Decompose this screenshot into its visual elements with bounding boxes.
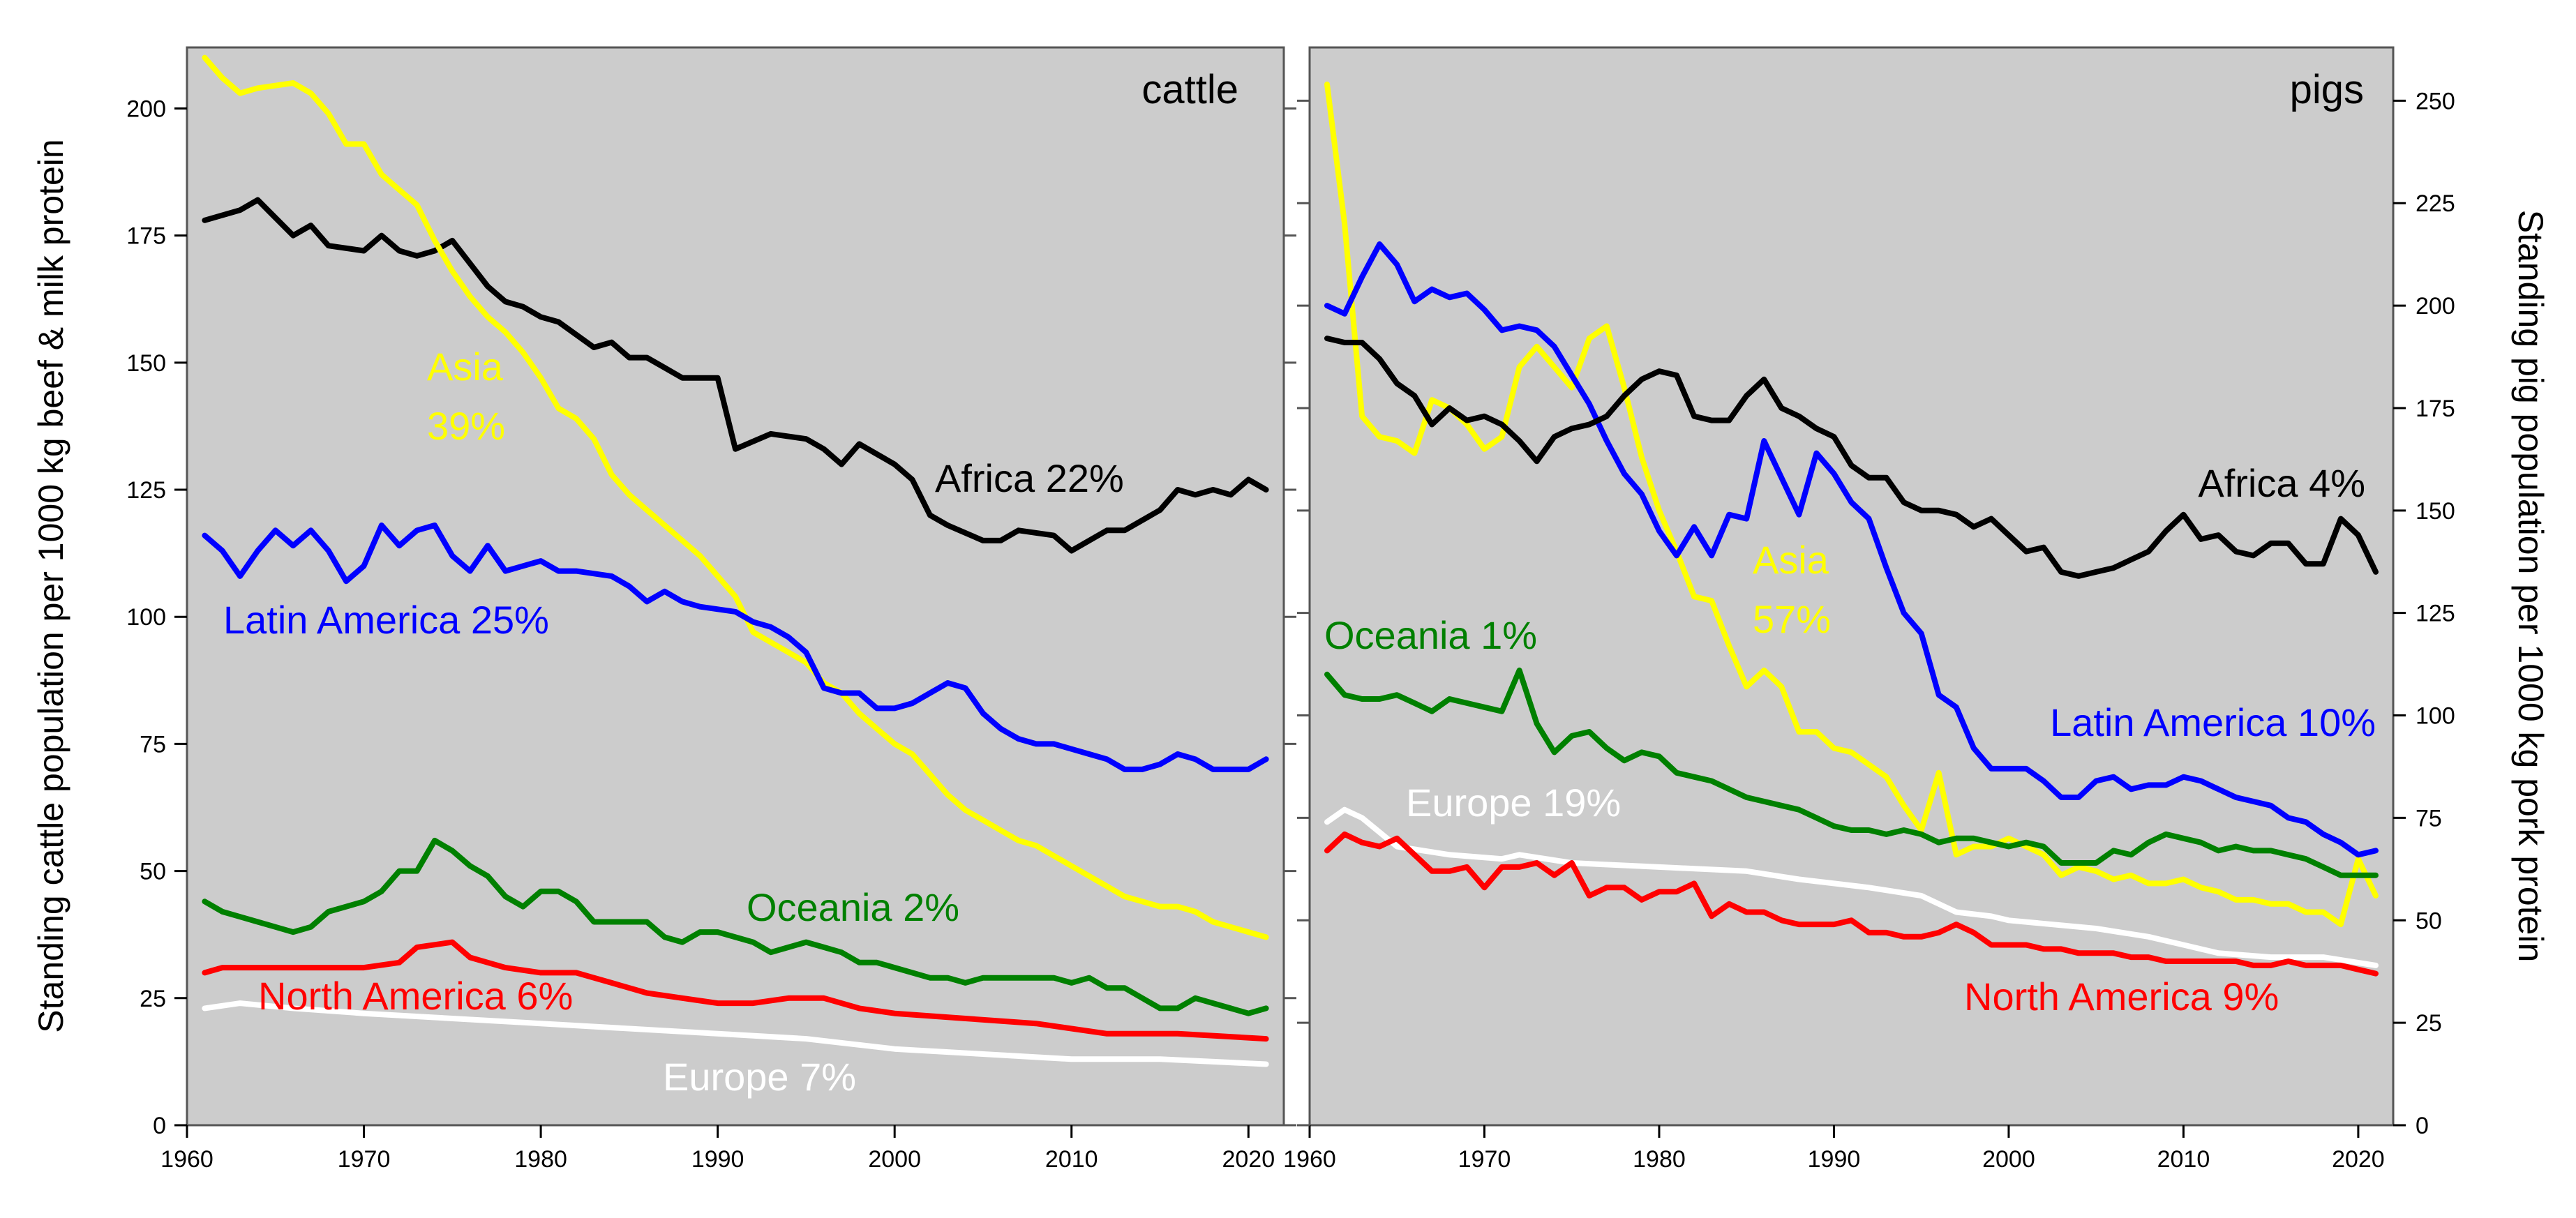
pigs-panel-title: pigs: [2290, 67, 2364, 112]
cattle-label-latin-america: Latin America 25%: [223, 598, 549, 642]
pigs-x-tick-label-2020: 2020: [2332, 1146, 2385, 1173]
pigs-label-north-america: North America 9%: [1964, 975, 2279, 1018]
cattle-x-tick-label-2020: 2020: [1222, 1146, 1275, 1173]
pigs-y-axis-title: Standing pig population per 1000 kg pork…: [2511, 210, 2550, 963]
pigs-series-europe-line: [1324, 806, 2379, 968]
pigs-panel: 1960 1970 1980 1990 2000 2010 2020 0 25 50 75 100 12…: [1283, 46, 2550, 1173]
cattle-series-europe-line: [202, 1000, 1269, 1067]
pigs-x-tick-label-2000: 2000: [1982, 1146, 2035, 1173]
pigs-x-tick-label-1960: 1960: [1283, 1146, 1336, 1173]
cattle-x-tick-label-1970: 1970: [338, 1146, 391, 1173]
pigs-label-europe: Europe 19%: [1406, 781, 1621, 825]
cattle-label-africa: Africa 22%: [935, 456, 1124, 500]
pigs-y-tick-label-100: 100: [2416, 703, 2455, 730]
cattle-y-tick-label-175: 175: [126, 223, 166, 250]
pigs-y-tick-label-150: 150: [2416, 498, 2455, 525]
cattle-x-tick-label-1960: 1960: [160, 1146, 214, 1173]
cattle-panel: 1960 1970 1980 1990 2000 2010 2020 0 25 50 75 100 12…: [31, 46, 1296, 1173]
pigs-y-tick-label-50: 50: [2416, 908, 2442, 934]
cattle-series-africa-line: [202, 197, 1269, 554]
cattle-plot-area: [186, 46, 1285, 1127]
cattle-label-asia: Asia: [427, 345, 504, 389]
pigs-series-asia-line: [1324, 81, 2379, 928]
pigs-y-tick-label-0: 0: [2416, 1113, 2429, 1139]
pigs-series-north-america-line: [1324, 831, 2379, 977]
pigs-y-tick-label-200: 200: [2416, 293, 2455, 319]
pigs-label-latin-america: Latin America 10%: [2050, 700, 2376, 744]
pigs-label-asia-share: 57%: [1753, 597, 1831, 641]
cattle-series-oceania-line: [202, 837, 1269, 1016]
pigs-y-tick-label-75: 75: [2416, 805, 2442, 832]
cattle-y-tick-label-25: 25: [140, 986, 166, 1012]
cattle-x-tick-label-2010: 2010: [1045, 1146, 1098, 1173]
cattle-y-tick-label-50: 50: [140, 859, 166, 885]
pigs-series-oceania-line: [1324, 667, 2379, 878]
pigs-y-tick-label-250: 250: [2416, 88, 2455, 114]
cattle-label-oceania: Oceania 2%: [747, 885, 959, 929]
pigs-x-tick-label-1980: 1980: [1633, 1146, 1686, 1173]
cattle-panel-title: cattle: [1141, 67, 1238, 112]
pigs-series-latin-america-line: [1324, 241, 2379, 858]
pigs-y-tick-label-225: 225: [2416, 190, 2455, 217]
cattle-label-north-america: North America 6%: [258, 974, 573, 1018]
cattle-x-tick-label-2000: 2000: [868, 1146, 921, 1173]
cattle-series-north-america-line: [202, 939, 1269, 1042]
cattle-label-europe: Europe 7%: [663, 1055, 856, 1099]
pigs-series-africa-line: [1324, 336, 2379, 579]
cattle-y-axis-title: Standing cattle population per 1000 kg b…: [31, 139, 70, 1032]
cattle-series-latin-america-line: [202, 522, 1269, 772]
cattle-y-tick-label-125: 125: [126, 477, 166, 504]
pigs-x-tick-label-1990: 1990: [1808, 1146, 1861, 1173]
cattle-y-tick-label-150: 150: [126, 350, 166, 377]
cattle-x-tick-label-1990: 1990: [691, 1146, 744, 1173]
pigs-plot-area: [1308, 46, 2395, 1127]
cattle-label-asia-share: 39%: [427, 404, 505, 448]
cattle-y-tick-label-200: 200: [126, 96, 166, 122]
cattle-y-tick-label-75: 75: [140, 731, 166, 758]
pigs-label-asia: Asia: [1753, 538, 1829, 582]
pigs-y-tick-label-125: 125: [2416, 601, 2455, 627]
pigs-y-tick-label-25: 25: [2416, 1010, 2442, 1037]
cattle-y-tick-label-100: 100: [126, 604, 166, 631]
pigs-y-tick-label-175: 175: [2416, 396, 2455, 422]
pigs-label-oceania: Oceania 1%: [1324, 613, 1537, 657]
cattle-y-tick-label-0: 0: [153, 1113, 166, 1139]
pigs-x-tick-label-2010: 2010: [2157, 1146, 2210, 1173]
pigs-x-tick-label-1970: 1970: [1458, 1146, 1511, 1173]
cattle-x-tick-label-1980: 1980: [514, 1146, 567, 1173]
pigs-label-africa: Africa 4%: [2198, 461, 2365, 505]
